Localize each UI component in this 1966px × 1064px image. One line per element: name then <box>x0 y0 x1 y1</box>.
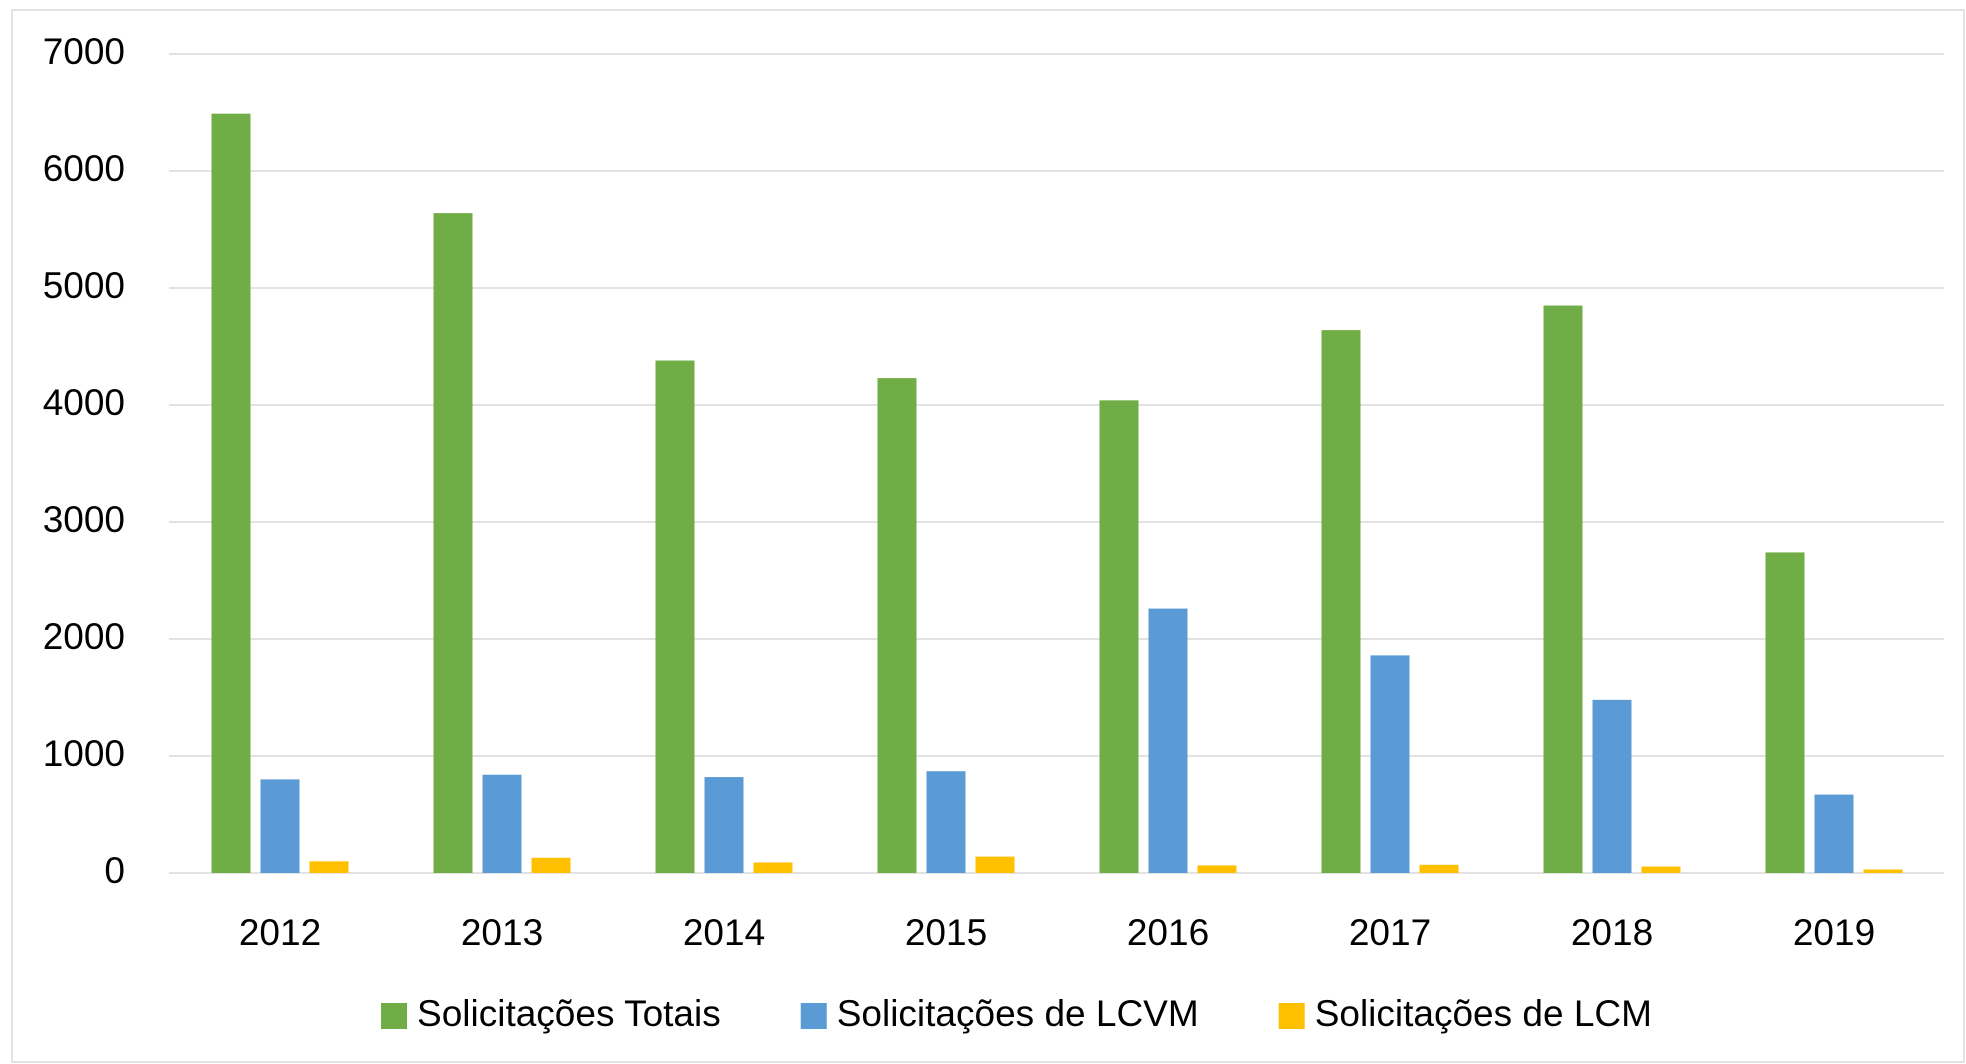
legend-label: Solicitações Totais <box>417 993 721 1034</box>
bar <box>433 213 473 873</box>
bar <box>1197 865 1237 873</box>
chart-border <box>11 9 1965 1063</box>
bar <box>1814 794 1854 873</box>
x-tick-label: 2019 <box>1793 912 1875 953</box>
bar <box>1321 330 1361 873</box>
bar <box>753 862 793 873</box>
x-tick-label: 2014 <box>683 912 765 953</box>
legend-swatch <box>381 1003 408 1029</box>
x-tick-label: 2012 <box>239 912 321 953</box>
x-tick-label: 2016 <box>1127 912 1209 953</box>
x-tick-label: 2015 <box>905 912 987 953</box>
y-tick-label: 3000 <box>43 499 125 540</box>
legend-swatch <box>800 1003 827 1029</box>
bar <box>1148 608 1188 873</box>
bar <box>1543 305 1583 873</box>
y-tick-label: 7000 <box>43 31 125 72</box>
bar <box>309 861 349 873</box>
y-tick-label: 6000 <box>43 148 125 189</box>
bar <box>877 378 917 873</box>
legend-label: Solicitações de LCM <box>1315 993 1652 1034</box>
bar <box>1863 869 1903 873</box>
bar <box>211 113 251 874</box>
bar <box>704 777 744 873</box>
bar <box>260 779 300 873</box>
bar <box>531 857 571 873</box>
bar <box>1370 655 1410 873</box>
bar <box>926 771 966 873</box>
x-tick-label: 2017 <box>1349 912 1431 953</box>
bar <box>655 360 695 873</box>
y-tick-label: 2000 <box>43 616 125 657</box>
bar <box>1641 866 1681 873</box>
bar <box>975 856 1015 873</box>
bar <box>1099 400 1139 873</box>
bar <box>482 774 522 873</box>
y-tick-label: 4000 <box>43 382 125 423</box>
y-tick-label: 1000 <box>43 733 125 774</box>
bar <box>1419 864 1459 873</box>
x-tick-label: 2018 <box>1571 912 1653 953</box>
bar <box>1765 552 1805 873</box>
y-tick-label: 0 <box>104 850 125 891</box>
legend-swatch <box>1278 1003 1305 1029</box>
x-tick-label: 2013 <box>461 912 543 953</box>
legend-label: Solicitações de LCVM <box>837 993 1199 1034</box>
y-tick-label: 5000 <box>43 265 125 306</box>
bar <box>1592 699 1632 873</box>
